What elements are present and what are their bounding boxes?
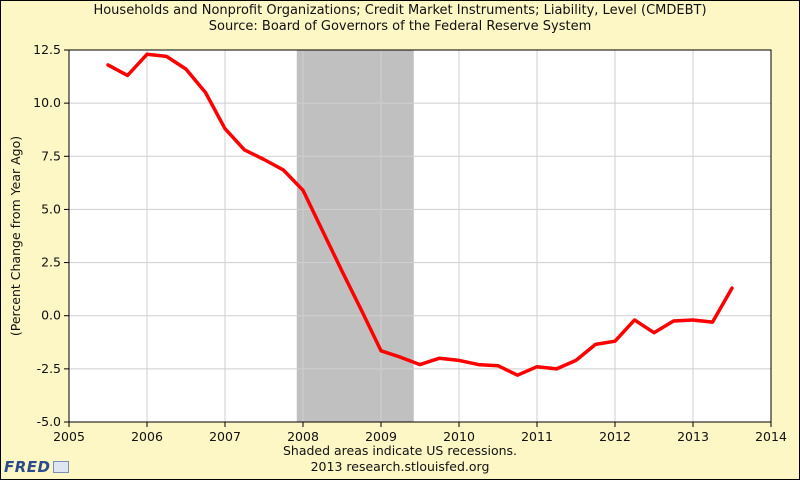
x-tick-label: 2006 bbox=[131, 429, 163, 444]
source-credit: 2013 research.stlouisfed.org bbox=[310, 459, 490, 474]
y-tick-label: 5.0 bbox=[41, 201, 61, 216]
x-tick-label: 2014 bbox=[755, 429, 787, 444]
x-tick-label: 2007 bbox=[209, 429, 241, 444]
recession-note: Shaded areas indicate US recessions. bbox=[282, 443, 518, 458]
y-tick-label: 2.5 bbox=[41, 255, 61, 270]
x-tick-label: 2009 bbox=[365, 429, 397, 444]
y-tick-label: 0.0 bbox=[41, 308, 61, 323]
y-axis: -5.0 -2.5 0.0 2.5 5.0 7.5 10.0 12.5 bbox=[33, 42, 69, 429]
chart-subtitle: Source: Board of Governors of the Federa… bbox=[208, 19, 592, 34]
x-tick-label: 2005 bbox=[53, 429, 85, 444]
x-axis: 2005 2006 2007 2008 2009 2010 2011 2012 2013 2014 bbox=[53, 422, 787, 444]
recession-shade bbox=[296, 50, 414, 422]
y-axis-label: (Percent Change from Year Ago) bbox=[8, 136, 23, 336]
plot-border bbox=[68, 49, 772, 423]
series-line-cmdebt bbox=[106, 52, 734, 377]
y-tick-label: 7.5 bbox=[41, 148, 61, 163]
fred-logo[interactable]: FRED bbox=[4, 458, 69, 476]
chart-title: Households and Nonprofit Organizations; … bbox=[93, 3, 707, 18]
x-tick-label: 2012 bbox=[599, 429, 631, 444]
graph-icon bbox=[52, 461, 69, 473]
y-tick-label: 12.5 bbox=[33, 42, 61, 57]
x-tick-label: 2010 bbox=[443, 429, 475, 444]
x-tick-label: 2008 bbox=[287, 429, 319, 444]
x-tick-label: 2011 bbox=[521, 429, 553, 444]
x-tick-label: 2013 bbox=[677, 429, 709, 444]
plot-area bbox=[69, 50, 771, 422]
y-tick-label: 10.0 bbox=[33, 95, 61, 110]
y-tick-label: -5.0 bbox=[37, 414, 61, 429]
y-tick-label: -2.5 bbox=[37, 361, 61, 376]
fred-logo-text: FRED bbox=[4, 458, 51, 476]
